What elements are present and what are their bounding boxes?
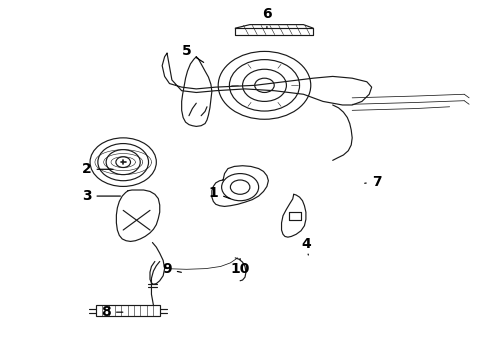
Text: 10: 10 <box>230 258 250 276</box>
Text: 4: 4 <box>301 237 311 255</box>
Text: 3: 3 <box>82 189 121 203</box>
Text: 5: 5 <box>182 44 204 62</box>
Text: 6: 6 <box>262 7 272 28</box>
Bar <box>97 305 160 316</box>
Text: 2: 2 <box>82 162 113 176</box>
Text: 1: 1 <box>208 185 230 199</box>
Text: 8: 8 <box>101 305 123 319</box>
Text: 7: 7 <box>365 175 381 189</box>
Text: 9: 9 <box>162 262 181 276</box>
